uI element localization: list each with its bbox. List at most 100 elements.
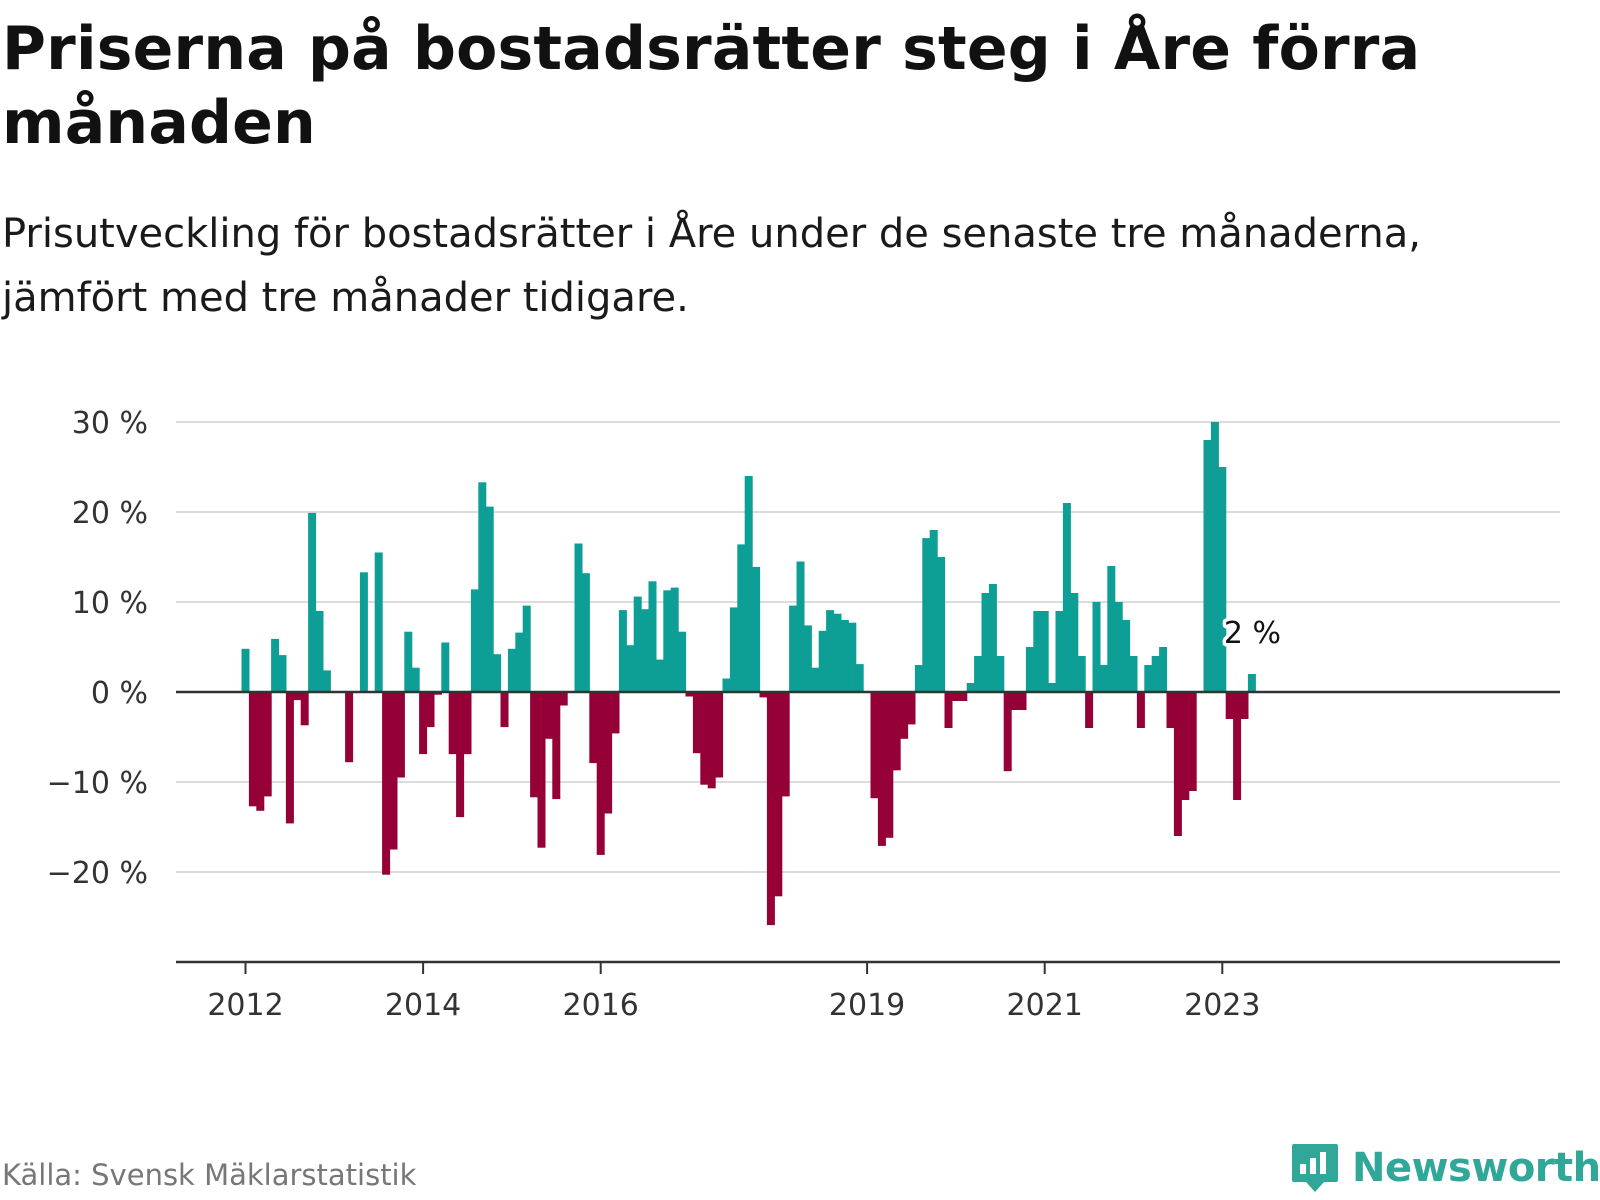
bar [530, 692, 539, 798]
bar [278, 655, 287, 692]
bar [885, 692, 894, 838]
bar [929, 530, 938, 692]
x-tick-label: 2016 [563, 988, 639, 1023]
bar [1233, 692, 1242, 800]
x-axis-ticks: 2012 2014 2016 2019 2021 2023 [207, 962, 1260, 1023]
annotation-label: 2 % [1224, 616, 1281, 651]
bar [663, 590, 672, 692]
bar [833, 613, 842, 692]
bar [411, 667, 420, 692]
bar [285, 692, 294, 824]
bar [456, 692, 465, 818]
gridlines [176, 421, 1560, 873]
bar [781, 692, 790, 797]
annotation-halo: 2 % [1224, 616, 1281, 651]
bar [900, 692, 909, 739]
bar [248, 692, 257, 807]
chart-bubble-icon [1292, 1144, 1338, 1192]
bar [293, 692, 302, 701]
bar [1107, 566, 1116, 692]
bar [1033, 611, 1042, 692]
bar [419, 692, 428, 755]
bar [840, 620, 849, 692]
bar [707, 692, 716, 789]
bar [1003, 692, 1012, 772]
bar [1070, 593, 1079, 692]
bar [1011, 692, 1020, 710]
bar [848, 622, 857, 692]
bar [515, 632, 524, 692]
bar [892, 692, 901, 771]
bar [907, 692, 916, 725]
bar [1136, 692, 1145, 728]
bar [914, 665, 923, 692]
bar [818, 630, 827, 692]
bar [648, 581, 657, 692]
bar [559, 692, 568, 706]
bar [641, 609, 650, 692]
bar [537, 692, 546, 848]
bar [322, 670, 331, 692]
bar-chart: 30 %20 %10 %0 %−10 %−20 % 2012 2014 2016 20… [47, 406, 1560, 1023]
bar [877, 692, 886, 846]
bar [589, 692, 598, 764]
bar [966, 683, 975, 692]
bar [308, 512, 317, 692]
bar [522, 605, 531, 692]
bar [1040, 611, 1049, 692]
bar [604, 692, 613, 814]
chart-subtitle: Prisutveckling för bostadsrätter i Åre u… [2, 211, 1421, 321]
bar [485, 506, 494, 692]
bar [937, 557, 946, 692]
bar [404, 631, 413, 692]
bars [241, 422, 1256, 926]
bar [692, 692, 701, 754]
bar [507, 648, 516, 692]
y-tick-label: 10 % [72, 586, 148, 621]
source-note: Källa: Svensk Mäklarstatistik [2, 1158, 417, 1192]
bar [988, 584, 997, 692]
y-tick-label: 20 % [72, 496, 148, 531]
bar [300, 692, 309, 726]
bar [470, 589, 479, 692]
bar [374, 552, 383, 692]
bar [1240, 692, 1249, 719]
bar [433, 692, 442, 695]
bar [1025, 647, 1034, 692]
bar [618, 610, 627, 692]
bar [737, 544, 746, 692]
x-tick-label: 2019 [829, 988, 905, 1023]
y-axis-ticks: 30 % 20 % 10 % 0 % −10 % −20 % [47, 406, 148, 891]
brand-logo[interactable]: Newsworthy [1290, 1142, 1600, 1194]
brand-name: Newsworthy [1352, 1145, 1600, 1191]
bar [359, 572, 368, 692]
bar [951, 692, 960, 701]
bar [922, 538, 931, 692]
bar [789, 605, 798, 692]
bar [574, 543, 583, 692]
bar [855, 664, 864, 692]
bar [944, 692, 953, 728]
bar [1099, 665, 1108, 692]
bar [581, 573, 590, 692]
x-tick-label: 2021 [1007, 988, 1083, 1023]
bar [256, 692, 265, 811]
bar [981, 593, 990, 692]
bar [493, 654, 502, 692]
bar [271, 638, 280, 692]
bar [729, 607, 738, 692]
bar [626, 645, 635, 692]
bar [1129, 656, 1138, 692]
bar [345, 692, 354, 763]
bar [426, 692, 435, 728]
x-tick-label: 2014 [385, 988, 461, 1023]
y-tick-label: 0 % [91, 676, 148, 711]
bar [1166, 692, 1175, 728]
annotation: 2 %2 % [1220, 613, 1284, 655]
bar [1247, 674, 1256, 692]
bar [744, 476, 753, 692]
bar [870, 692, 879, 799]
bar [463, 692, 472, 755]
bar [633, 596, 642, 692]
bar [803, 625, 812, 692]
